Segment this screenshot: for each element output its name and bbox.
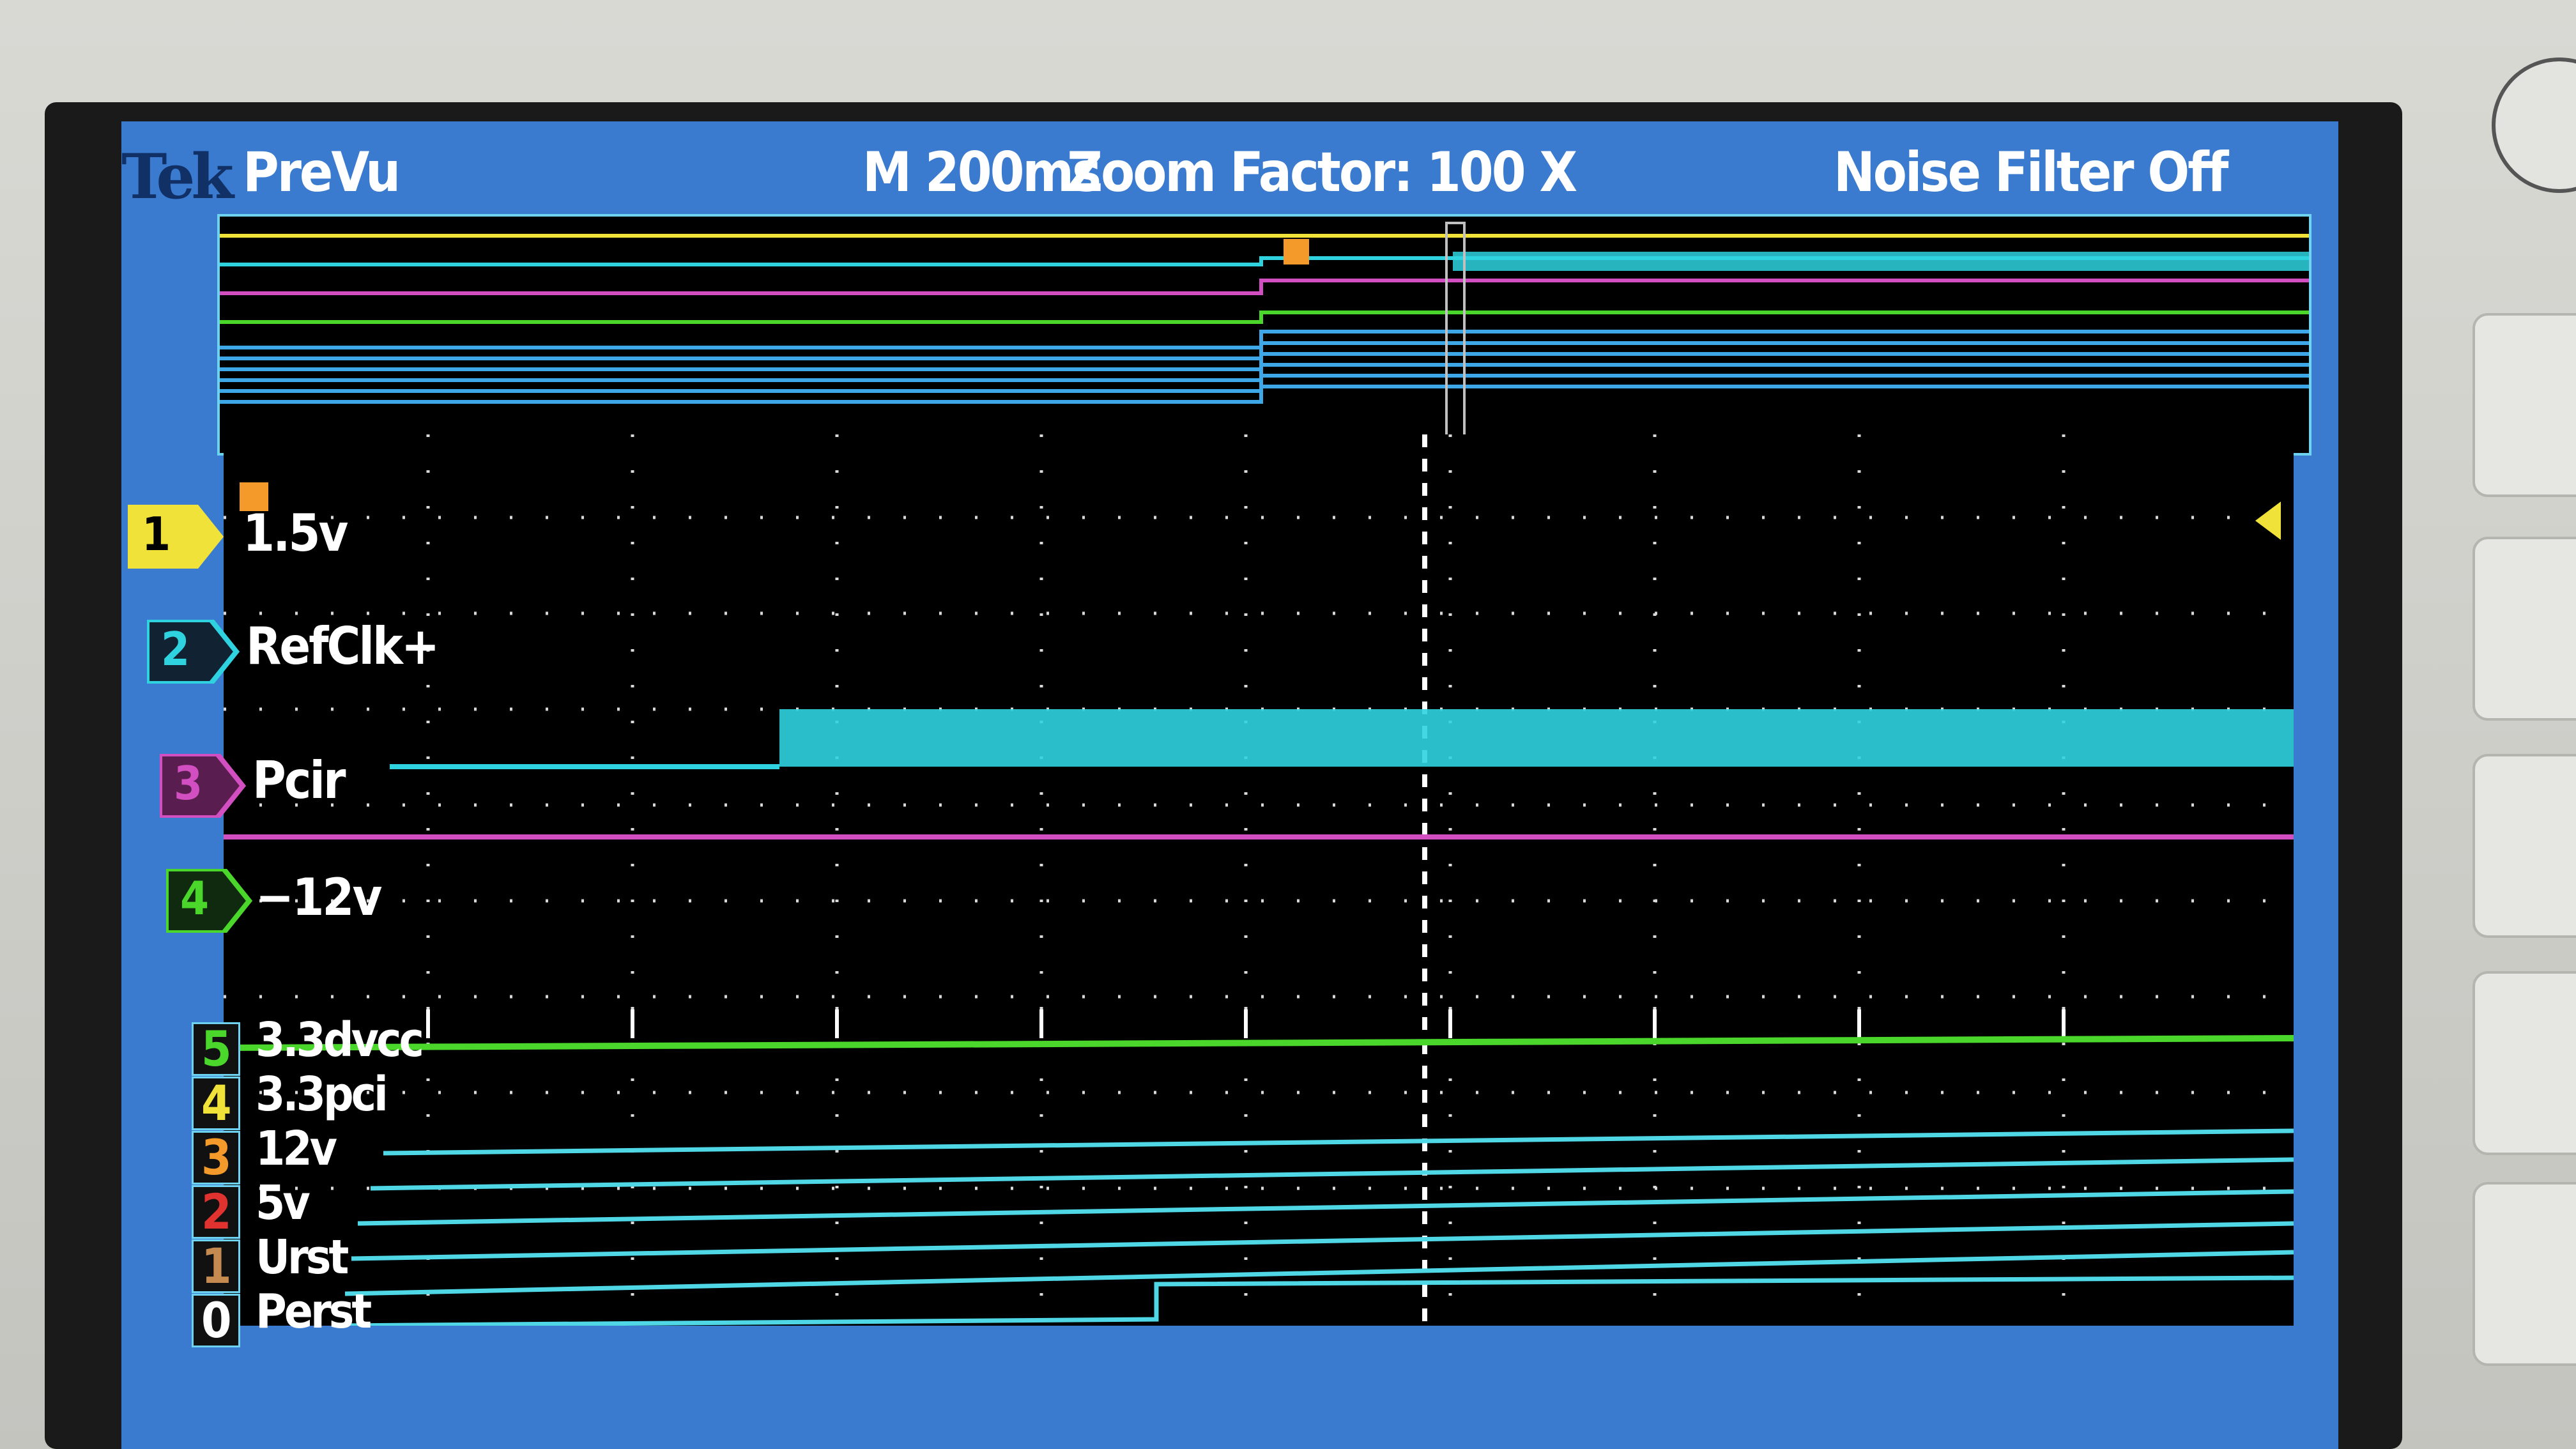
digital-5-trace: [383, 1128, 2294, 1156]
trigger-position-icon: [1284, 239, 1309, 264]
ch2-label: RefClk+: [246, 617, 440, 676]
overview-ch2-burst: [1453, 252, 2309, 271]
digital-3-marker[interactable]: 3: [192, 1129, 240, 1186]
digital-1-marker[interactable]: 1: [192, 1238, 240, 1294]
waveform-graticule: [224, 434, 2294, 1326]
digital-4-label: 3.3pci: [256, 1067, 388, 1122]
ch4-marker[interactable]: 4: [166, 869, 262, 933]
side-menu-button-1[interactable]: [2472, 313, 2576, 497]
digital-4-trace: [370, 1157, 2294, 1191]
side-menu-button-4[interactable]: [2472, 971, 2576, 1155]
digital-traces: [338, 1128, 2294, 1326]
trigger-point-icon: [240, 482, 268, 511]
digital-2-trace: [351, 1221, 2294, 1261]
waveform-area: [224, 434, 2294, 1326]
ch1-label: 1.5v: [243, 503, 348, 563]
digital-1-trace: [344, 1250, 2294, 1296]
trigger-level-arrow: [2255, 502, 2281, 540]
ch1-marker[interactable]: 1: [128, 505, 224, 569]
tek-logo: Tek: [121, 141, 234, 213]
noise-filter-status: Noise Filter Off: [1834, 141, 2228, 204]
digital-3-trace: [357, 1189, 2294, 1226]
zoom-readout: Zoom Factor: 100 X: [1067, 141, 1577, 204]
ch3-marker[interactable]: 3: [160, 754, 256, 818]
graticule-grid: [224, 434, 2294, 1326]
overview-ch4-trace: [220, 310, 2309, 324]
digital-2-marker[interactable]: 2: [192, 1183, 240, 1240]
timebase-readout: M 200ms: [862, 141, 1101, 204]
digital-2-label: 5v: [256, 1176, 310, 1230]
digital-0-trace: [338, 1275, 2294, 1326]
digital-5-label: 3.3dvcc: [256, 1013, 424, 1068]
ch4-tick-marks: [426, 1009, 2066, 1038]
overview-ch3-trace: [220, 279, 2309, 295]
ch4-label: −12v: [256, 868, 382, 927]
status-header: Tek PreVu M 200ms Zoom Factor: 100 X Noi…: [121, 121, 2338, 217]
side-menu-button-2[interactable]: [2472, 537, 2576, 721]
overview-traces: [220, 222, 2309, 441]
side-menu-button-5[interactable]: [2472, 1182, 2576, 1366]
digital-1-label: Urst: [256, 1230, 349, 1285]
digital-4-marker[interactable]: 4: [192, 1075, 240, 1131]
digital-0-label: Perst: [256, 1284, 372, 1339]
side-menu-button-3[interactable]: [2472, 754, 2576, 938]
ch4-trace: [224, 1035, 2294, 1051]
overview-digital-traces: [220, 330, 2309, 404]
zoom-overview-window: [217, 214, 2312, 456]
digital-3-label: 12v: [256, 1121, 337, 1176]
digital-5-marker[interactable]: 5: [192, 1020, 240, 1077]
ch3-label: Pcir: [252, 751, 346, 810]
scope-screen: Tek PreVu M 200ms Zoom Factor: 100 X Noi…: [121, 121, 2338, 1449]
ch2-marker[interactable]: 2: [147, 620, 243, 684]
ch2-clock-burst: [779, 709, 2294, 767]
mode-label: PreVu: [243, 141, 401, 204]
digital-0-marker[interactable]: 0: [192, 1292, 240, 1349]
